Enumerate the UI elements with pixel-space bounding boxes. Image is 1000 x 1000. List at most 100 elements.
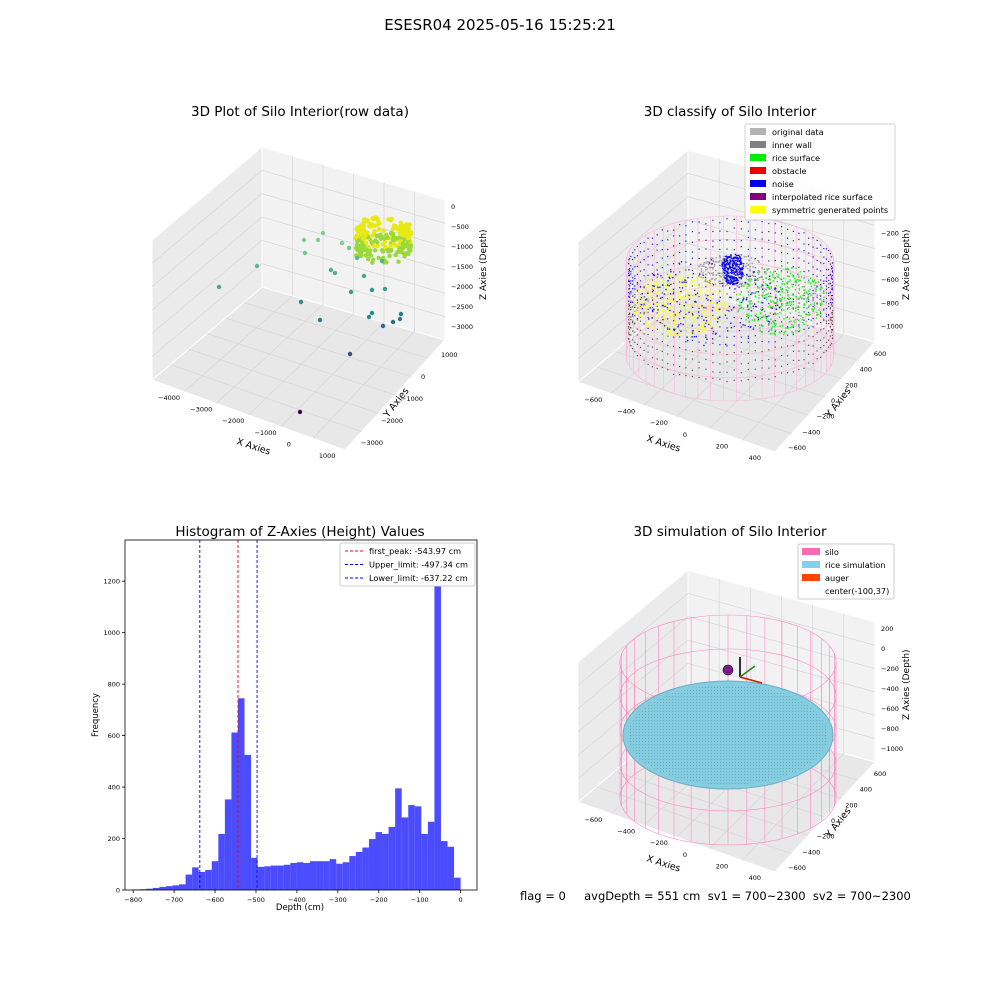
- cls-noise-point: [755, 306, 758, 308]
- histogram-bar: [447, 846, 455, 890]
- cls-symmetric-point: [687, 298, 689, 301]
- cls-wall-point: [661, 350, 663, 352]
- cls-noise-point: [766, 315, 768, 318]
- cls-symmetric-point: [684, 296, 686, 299]
- cls-noise-point: [666, 328, 669, 330]
- cls-wall-point: [825, 258, 827, 260]
- cls-symmetric-point: [684, 278, 686, 280]
- cls-symmetric-point: [690, 290, 692, 292]
- cls-symmetric-point: [653, 321, 656, 323]
- cls-symmetric-point: [651, 314, 654, 317]
- raw-data-point: [358, 228, 363, 234]
- cls-symmetric-point: [675, 319, 678, 321]
- cls-wall-point: [768, 302, 770, 305]
- cls-wall-point: [636, 289, 638, 291]
- cls-noise-point: [736, 282, 738, 284]
- cls-wall-point: [634, 310, 636, 312]
- cls-wall-point: [816, 247, 818, 249]
- cls-rice-surface-point: [756, 279, 758, 281]
- raw-z-tick: −2500: [451, 303, 473, 311]
- cls-wall-point: [831, 276, 833, 278]
- cls-rice-surface-point: [804, 281, 806, 284]
- cls-wall-point: [679, 318, 681, 320]
- cls-rice-surface-point: [783, 331, 785, 334]
- cls-symmetric-point: [668, 329, 670, 331]
- cls-symmetric-point: [633, 303, 635, 305]
- cls-wall-point: [698, 307, 700, 309]
- cls-symmetric-point: [694, 327, 697, 329]
- cls-noise-point: [736, 269, 738, 271]
- cls-symmetric-point: [690, 284, 693, 286]
- cls-wall-point: [705, 316, 707, 319]
- cls-wall-point: [673, 336, 675, 338]
- cls-wall-point: [768, 358, 770, 361]
- cls-wall-point: [712, 306, 714, 308]
- raw-data-point: [386, 249, 391, 254]
- cls-rice-surface-point: [748, 284, 750, 286]
- cls-rice-surface-point: [770, 322, 773, 325]
- cls-x-tick: 400: [749, 454, 761, 462]
- cls-rice-surface-point: [804, 289, 806, 291]
- cls-rice-surface-point: [752, 326, 755, 328]
- cls-wall-point: [831, 297, 833, 299]
- cls-noise-point: [732, 307, 735, 309]
- cls-noise-point: [727, 275, 729, 277]
- cls-wall-point: [705, 334, 707, 336]
- cls-symmetric-point: [675, 274, 677, 277]
- cls-wall-point: [634, 304, 636, 306]
- cls-original-point: [747, 267, 749, 270]
- cls-noise-point: [735, 270, 737, 272]
- cls-rice-surface-point: [810, 285, 813, 288]
- cls-wall-point: [828, 330, 830, 332]
- cls-symmetric-point: [644, 324, 647, 326]
- cls-original-point: [741, 284, 743, 286]
- histogram-bar: [290, 862, 297, 890]
- cls-original-point: [723, 255, 725, 258]
- cls-wall-point: [634, 341, 636, 343]
- cls-wall-point: [673, 298, 675, 300]
- histogram-title: Histogram of Z-Axies (Height) Values: [175, 524, 424, 540]
- cls-wall-point: [628, 296, 630, 298]
- cls-rice-surface-point: [789, 281, 791, 283]
- cls-symmetric-point: [683, 313, 685, 315]
- cls-wall-point: [719, 248, 721, 250]
- histogram-y-tick-label: 800: [108, 681, 120, 689]
- cls-noise-point: [686, 336, 688, 338]
- cls-symmetric-point: [705, 328, 707, 330]
- cls-noise-point: [677, 324, 680, 326]
- cls-symmetric-point: [639, 313, 642, 315]
- cls-wall-point: [726, 230, 728, 233]
- cls-wall-point: [781, 337, 783, 340]
- cls-wall-point: [651, 291, 654, 293]
- cls-symmetric-point: [686, 294, 688, 296]
- cls-rice-surface-point: [765, 297, 767, 299]
- cls-symmetric-point: [710, 314, 712, 316]
- cls-rice-surface-point: [770, 318, 772, 320]
- histogram-chart: Histogram of Z-Axies (Height) Values −80…: [91, 524, 478, 913]
- cls-legend-swatch: [750, 128, 766, 135]
- cls-wall-point: [740, 307, 742, 309]
- histogram-x-tick-label: −200: [370, 896, 388, 904]
- cls-rice-surface-point: [792, 333, 794, 335]
- sim-y-tick: −600: [788, 864, 806, 872]
- cls-rice-surface-point: [776, 268, 779, 271]
- cls-noise-point: [726, 279, 728, 282]
- cls-symmetric-point: [699, 305, 701, 307]
- cls-original-point: [720, 276, 722, 278]
- cls-wall-point: [831, 278, 833, 280]
- cls-wall-point: [812, 336, 814, 338]
- cls-rice-surface-point: [779, 299, 781, 301]
- raw-data-point: [398, 311, 404, 317]
- cls-rice-surface-point: [818, 309, 820, 311]
- cls-wall-point: [820, 356, 822, 358]
- cls-wall-point: [816, 303, 818, 305]
- cls-wall-point: [733, 352, 735, 354]
- histogram-bar: [382, 833, 389, 890]
- cls-wall-point: [647, 345, 649, 347]
- cls-noise-point: [757, 291, 760, 293]
- sim-z-tick: −400: [881, 685, 899, 693]
- cls-noise-point: [723, 272, 726, 274]
- raw-data-point: [363, 233, 368, 238]
- cls-noise-point: [741, 266, 743, 269]
